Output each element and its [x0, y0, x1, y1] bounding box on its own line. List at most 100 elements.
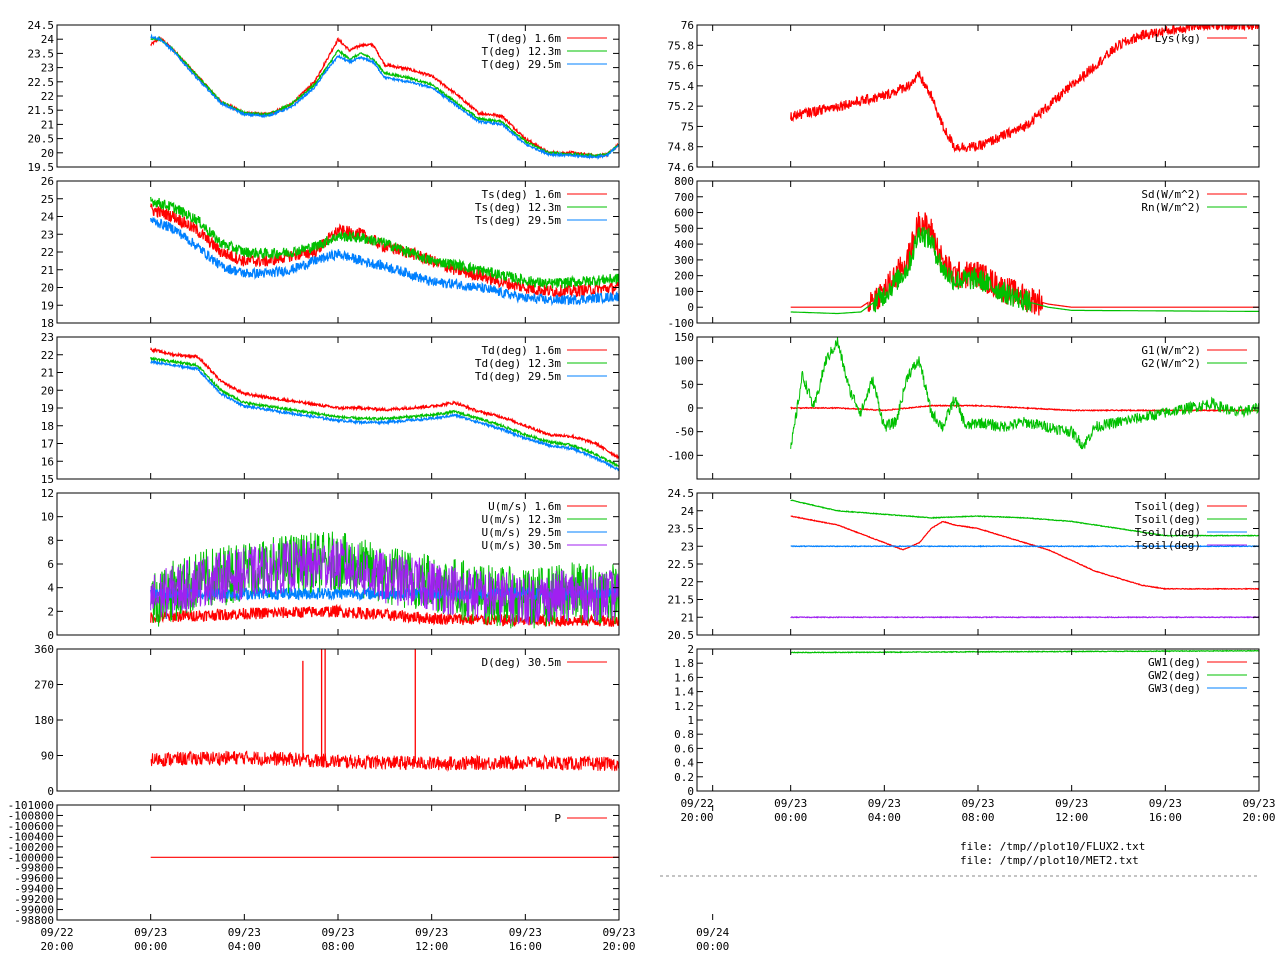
y-tick-label: 700 — [674, 191, 694, 204]
x-tick-label-date: 09/23 — [1055, 797, 1088, 810]
series-line — [150, 203, 619, 300]
y-tick-label: -99800 — [14, 862, 54, 875]
y-tick-label: 24 — [41, 211, 55, 224]
legend-label: U(m/s) 1.6m — [488, 500, 561, 513]
panel-Lys: 74.6 74.8 75 75.2 75.4 75.6 75.8 76 Lys(kg) — [668, 19, 1260, 174]
y-tick-label: 75.2 — [668, 100, 695, 113]
series-line — [150, 538, 619, 625]
panel-D: 0 90 180 270 360 D(deg) 30.5m — [34, 643, 714, 798]
y-tick-label: 800 — [674, 175, 694, 188]
y-tick-label: 22 — [681, 576, 694, 589]
y-tick-label: 24.5 — [668, 487, 695, 500]
series-line — [150, 216, 619, 307]
series-group — [150, 196, 619, 307]
y-tick-label: 0 — [47, 785, 54, 798]
y-tick-label: 10 — [41, 511, 54, 524]
y-tick-label: 200 — [674, 270, 694, 283]
series-line — [790, 25, 1259, 153]
series-line — [790, 649, 1259, 654]
legend-label: P — [554, 812, 561, 825]
legend-label: G2(W/m^2) — [1141, 357, 1201, 370]
y-tick-label: 24 — [681, 505, 695, 518]
y-tick-label: 22.5 — [28, 76, 55, 89]
y-tick-label: 400 — [674, 238, 694, 251]
y-tick-label: -100200 — [8, 841, 54, 854]
series-line — [790, 615, 1259, 619]
series-line — [790, 515, 1259, 591]
x-tick-label-time: 04:00 — [868, 811, 901, 824]
legend-label: Sd(W/m^2) — [1141, 188, 1201, 201]
y-tick-label: 100 — [674, 355, 694, 368]
y-tick-label: 1.8 — [674, 657, 694, 670]
y-tick-label: 21 — [41, 367, 54, 380]
series-group — [150, 347, 619, 472]
y-tick-label: 150 — [674, 331, 694, 344]
y-tick-label: 20.5 — [668, 629, 695, 642]
series-group — [150, 649, 619, 773]
y-tick-label: -99000 — [14, 904, 54, 917]
y-tick-label: 0 — [47, 629, 54, 642]
y-tick-label: 0 — [687, 402, 694, 415]
y-tick-label: 1.4 — [674, 686, 694, 699]
series-group — [790, 211, 1259, 316]
legend-label: Tsoil(deg) — [1135, 539, 1201, 552]
y-tick-label: -100 — [668, 449, 695, 462]
y-tick-label: 19 — [41, 299, 54, 312]
y-tick-label: 180 — [34, 714, 54, 727]
y-tick-label: 12 — [41, 487, 54, 500]
x-tick-label-date: 09/23 — [1149, 797, 1182, 810]
y-tick-label: 19.5 — [28, 161, 55, 174]
y-tick-label: 74.8 — [668, 141, 695, 154]
y-tick-label: 100 — [674, 285, 694, 298]
legend-label: U(m/s) 12.3m — [482, 513, 562, 526]
y-tick-label: 0 — [687, 785, 694, 798]
x-tick-label-time: 12:00 — [415, 940, 448, 953]
y-tick-label: 23 — [41, 228, 54, 241]
y-tick-label: 21 — [681, 611, 694, 624]
y-tick-label: 20 — [41, 282, 54, 295]
series-line — [150, 750, 619, 773]
x-tick-label-date: 09/22 — [680, 797, 713, 810]
x-tick-label-date: 09/23 — [415, 926, 448, 939]
x-tick-label-time: 00:00 — [774, 811, 807, 824]
series-group — [790, 337, 1259, 450]
legend-label: U(m/s) 30.5m — [482, 539, 562, 552]
series-line — [150, 603, 619, 627]
panel-Tsoil: 20.52121.52222.52323.52424.5Tsoil(deg)Ts… — [668, 487, 1260, 642]
legend-label: T(deg) 12.3m — [482, 45, 562, 58]
y-tick-label: 4 — [47, 582, 54, 595]
y-tick-label: 1.2 — [674, 700, 694, 713]
y-tick-label: 75.6 — [668, 60, 695, 73]
y-tick-label: 20.5 — [28, 133, 55, 146]
y-tick-label: 24.5 — [28, 19, 55, 32]
y-tick-label: 20 — [41, 384, 54, 397]
series-line — [150, 347, 619, 460]
y-tick-label: -100 — [668, 317, 695, 330]
x-tick-label-time: 04:00 — [228, 940, 261, 953]
y-tick-label: 23 — [681, 540, 694, 553]
x-tick-label-date: 09/22 — [40, 926, 73, 939]
legend-label: Tsoil(deg) — [1135, 513, 1201, 526]
legend-label: Ts(deg) 12.3m — [475, 201, 561, 214]
series-line — [150, 359, 619, 472]
y-tick-label: 16 — [41, 455, 54, 468]
legend-label: T(deg) 29.5m — [482, 58, 562, 71]
y-tick-label: 6 — [47, 558, 54, 571]
legend-label: Tsoil(deg) — [1135, 526, 1201, 539]
x-tick-label-time: 08:00 — [321, 940, 354, 953]
y-tick-label: -98800 — [14, 914, 54, 927]
y-tick-label: 18 — [41, 317, 54, 330]
y-tick-label: 22 — [41, 90, 54, 103]
legend-label: T(deg) 1.6m — [488, 32, 561, 45]
series-line — [790, 544, 1259, 548]
y-tick-label: 360 — [34, 643, 54, 656]
series-group — [790, 649, 1259, 654]
x-tick-label-date: 09/23 — [961, 797, 994, 810]
legend-label: Lys(kg) — [1155, 32, 1201, 45]
legend-label: Td(deg) 1.6m — [482, 344, 562, 357]
y-tick-label: 21 — [41, 118, 54, 131]
series-line — [150, 33, 619, 161]
y-tick-label: 75.8 — [668, 39, 695, 52]
